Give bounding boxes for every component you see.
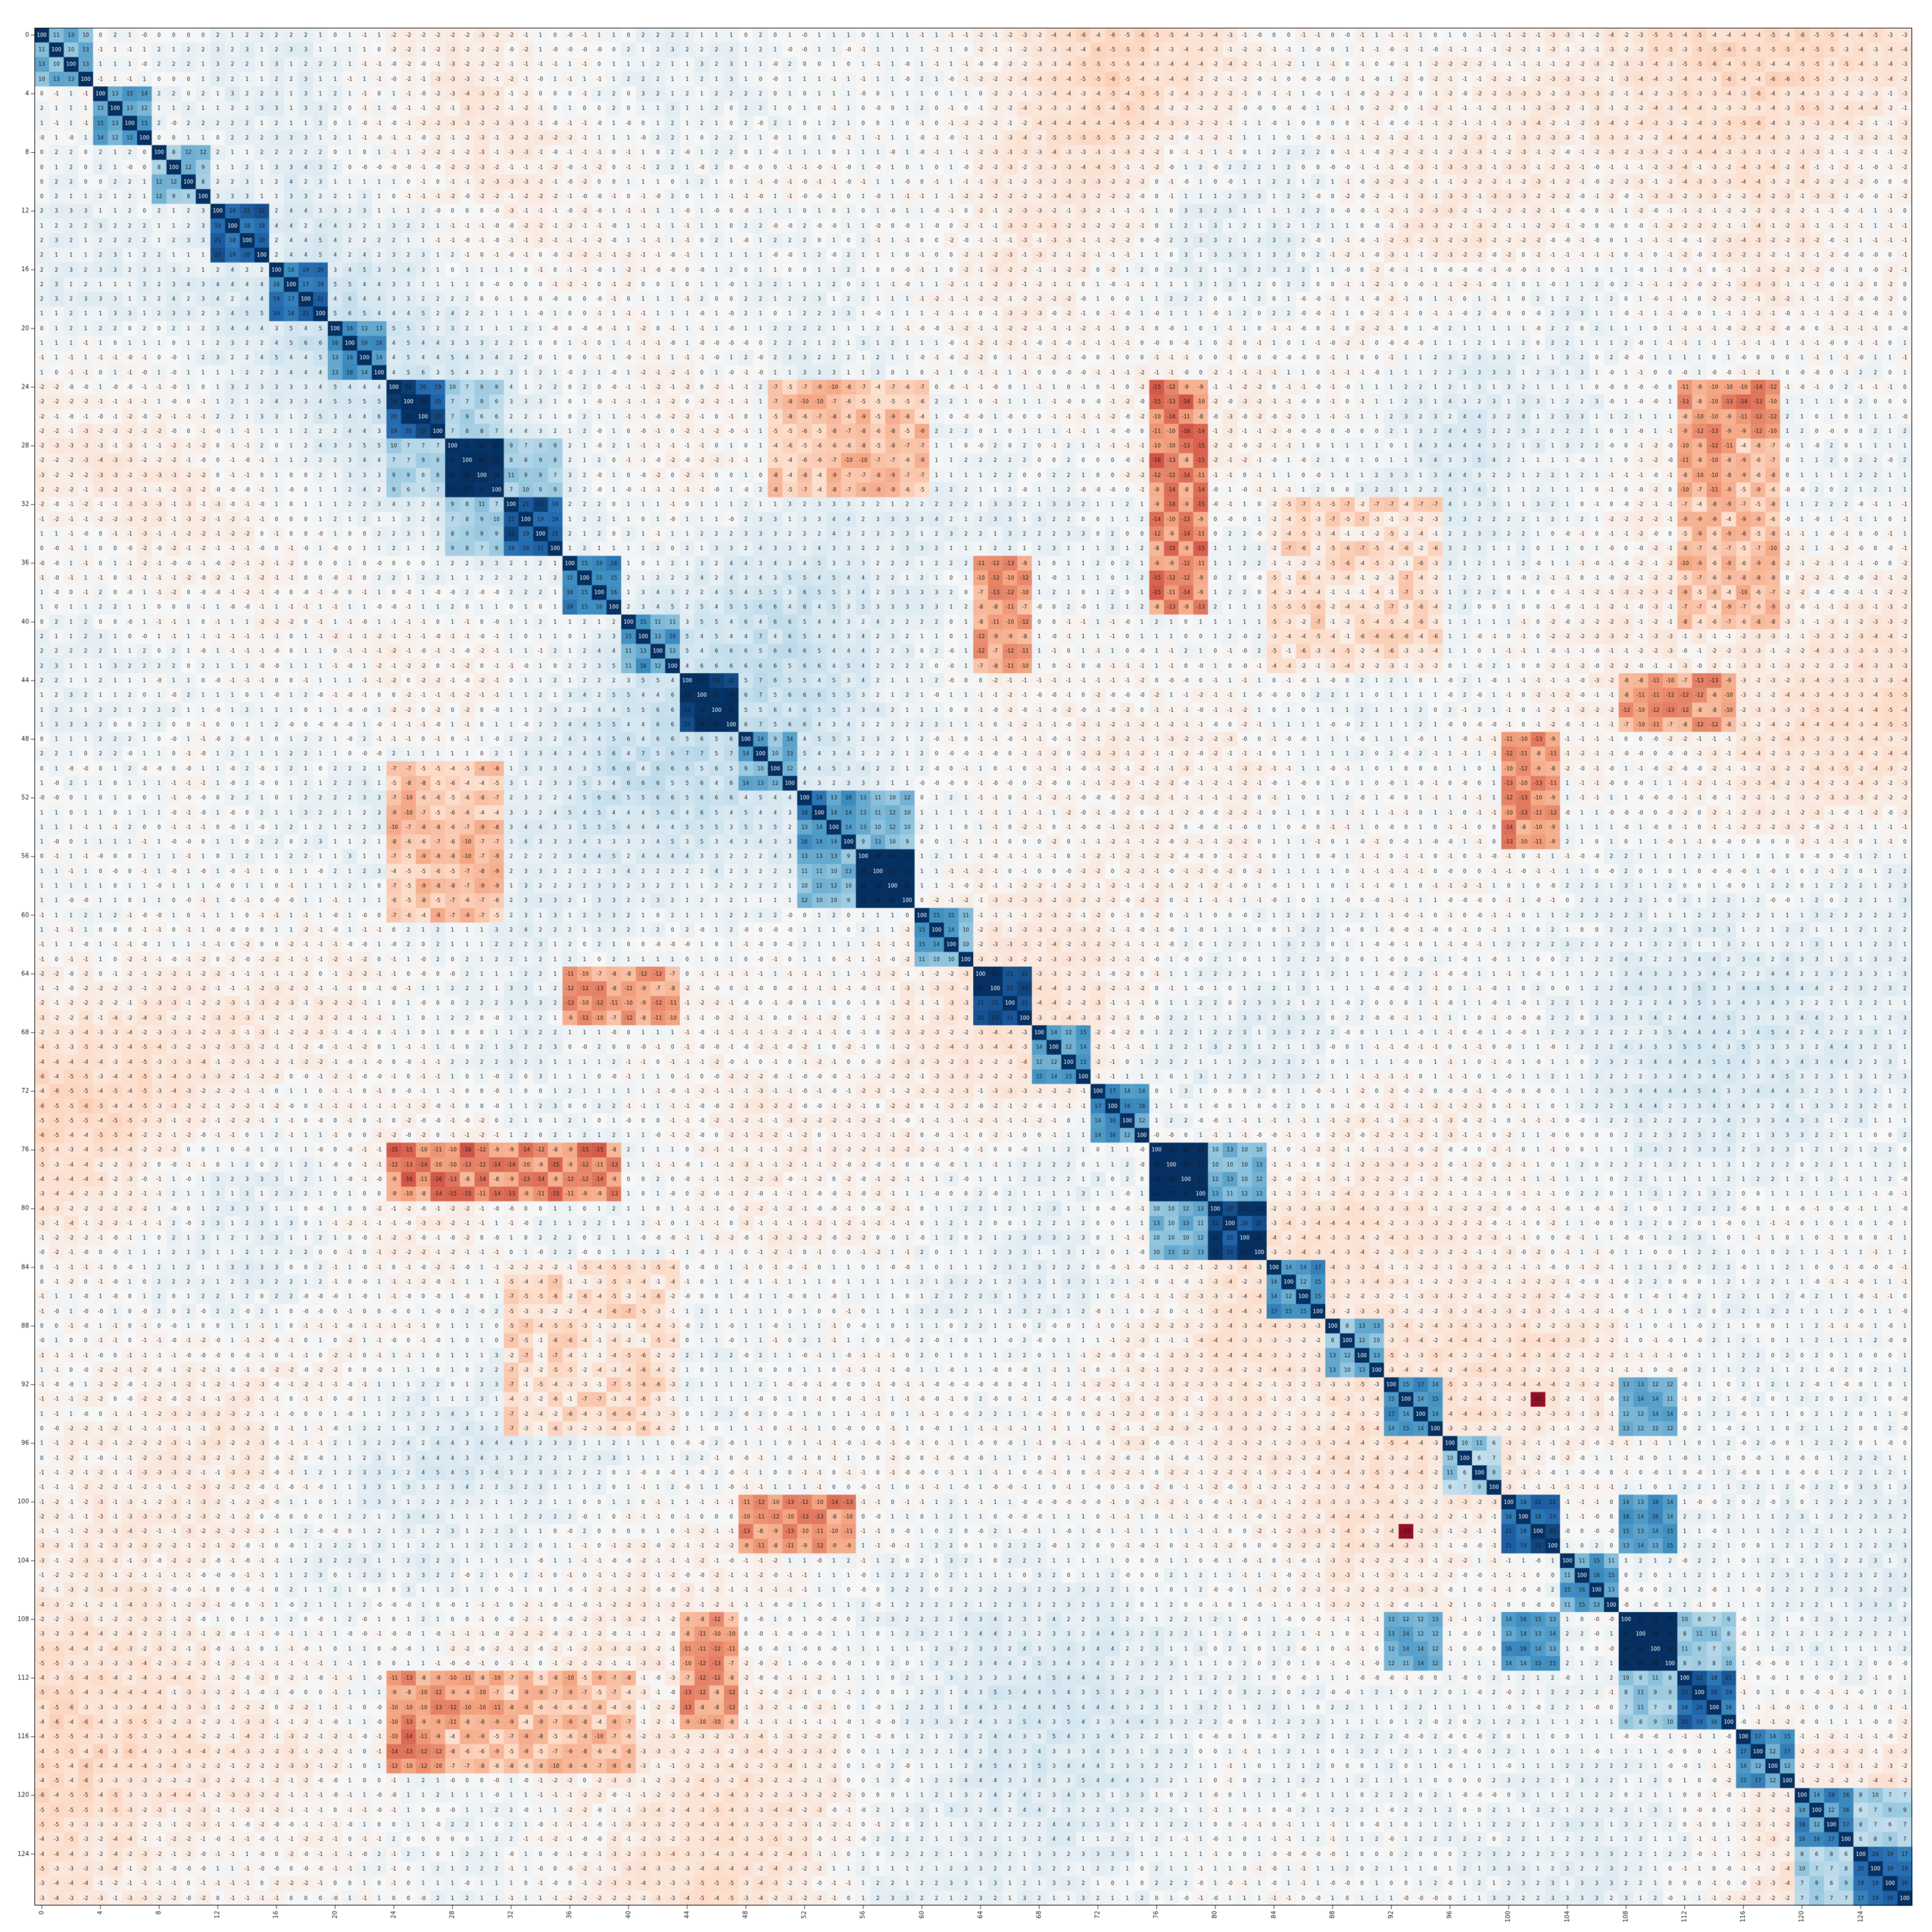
correlation-heatmap-canvas	[0, 0, 1932, 1932]
correlation-heatmap-figure: pearson correlation [%]: Run 27, Board I…	[0, 0, 1932, 1932]
